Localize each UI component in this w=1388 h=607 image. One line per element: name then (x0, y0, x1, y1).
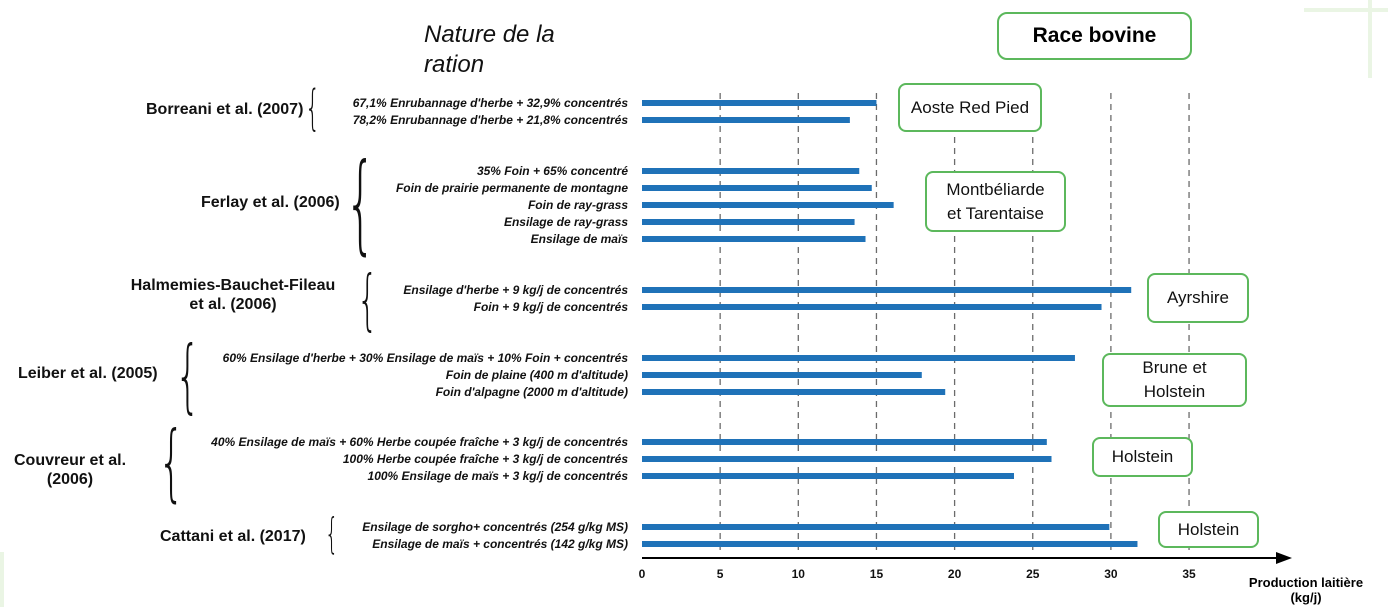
breed-box-aoste: Aoste Red Pied (898, 83, 1042, 132)
bar (642, 389, 946, 395)
ration-label: 40% Ensilage de maïs + 60% Herbe coupée … (210, 435, 628, 449)
study-label-halmemies: Halmemies-Bauchet-Fileau et al. (2006) (130, 277, 336, 313)
ration-label: Ensilage de maïs + concentrés (142 g/kg … (372, 537, 628, 551)
bar (642, 185, 872, 191)
ration-label: Ensilage de maïs (531, 232, 629, 246)
bar (642, 439, 1047, 445)
ration-label: Foin de prairie permanente de montagne (396, 181, 628, 195)
ration-label: 100% Herbe coupée fraîche + 3 kg/j de co… (343, 452, 628, 466)
breed-box-holstein: Holstein (1092, 437, 1193, 477)
ration-label: Ensilage de sorgho+ concentrés (254 g/kg… (362, 520, 628, 534)
bar (642, 100, 877, 106)
study-label-borreani: Borreani et al. (2007) (146, 101, 304, 118)
ration-label: Foin + 9 kg/j de concentrés (474, 300, 629, 314)
bar (642, 355, 1075, 361)
brace-icon: { (305, 80, 321, 136)
x-tick-label: 0 (639, 567, 646, 581)
bar (642, 541, 1138, 547)
ration-label: 67,1% Enrubannage d'herbe + 32,9% concen… (353, 96, 629, 110)
brace-icon: { (357, 261, 378, 338)
breed-box-holstein: Holstein (1158, 511, 1259, 548)
decorative-line (1368, 0, 1372, 78)
study-label-couvreur: Couvreur et al. (2006) (13, 452, 127, 488)
decorative-line (1304, 8, 1388, 12)
ration-label: Foin de ray-grass (528, 198, 628, 212)
bar (642, 117, 850, 123)
ration-label: Foin d'alpagne (2000 m d'altitude) (436, 385, 628, 399)
x-tick-label: 30 (1104, 567, 1118, 581)
study-label-leiber: Leiber et al. (2005) (18, 365, 158, 382)
brace-icon: { (345, 141, 376, 266)
brace-icon: { (175, 329, 201, 422)
ration-label: 35% Foin + 65% concentré (477, 164, 628, 178)
bar (642, 168, 860, 174)
x-tick-label: 5 (717, 567, 724, 581)
bar (642, 304, 1102, 310)
bar (642, 236, 866, 242)
x-tick-label: 35 (1182, 567, 1196, 581)
breed-box-brune-holstein: Brune et Holstein (1102, 353, 1247, 407)
bar (642, 456, 1052, 462)
bar (642, 372, 922, 378)
study-label-ferlay: Ferlay et al. (2006) (201, 194, 340, 211)
bar (642, 473, 1014, 479)
ration-column-title: Nature de la ration (424, 21, 555, 78)
bar (642, 219, 855, 225)
bar (642, 202, 894, 208)
brace-icon: { (158, 413, 185, 511)
breed-column-title: Race bovine (997, 12, 1192, 60)
x-tick-label: 10 (792, 567, 806, 581)
bar (642, 524, 1110, 530)
ration-label: 78,2% Enrubannage d'herbe + 21,8% concen… (353, 113, 629, 127)
ration-label: Ensilage d'herbe + 9 kg/j de concentrés (403, 283, 628, 297)
bar (642, 287, 1132, 293)
ration-label: Foin de plaine (400 m d'altitude) (446, 368, 628, 382)
breed-box-ayrshire: Ayrshire (1147, 273, 1249, 323)
breed-box-montbeliarde: Montbéliarde et Tarentaise (925, 171, 1066, 232)
x-axis-title: Production laitière (kg/j) (1248, 575, 1364, 605)
x-tick-label: 25 (1026, 567, 1040, 581)
ration-label: Ensilage de ray-grass (504, 215, 628, 229)
ration-label: 60% Ensilage d'herbe + 30% Ensilage de m… (223, 351, 629, 365)
decorative-line (0, 552, 4, 607)
ration-label: 100% Ensilage de maïs + 3 kg/j de concen… (368, 469, 629, 483)
study-label-cattani: Cattani et al. (2017) (160, 528, 306, 545)
brace-icon: { (325, 509, 339, 558)
x-tick-label: 20 (948, 567, 962, 581)
axis-arrow-icon (1276, 552, 1292, 564)
x-tick-label: 15 (870, 567, 884, 581)
